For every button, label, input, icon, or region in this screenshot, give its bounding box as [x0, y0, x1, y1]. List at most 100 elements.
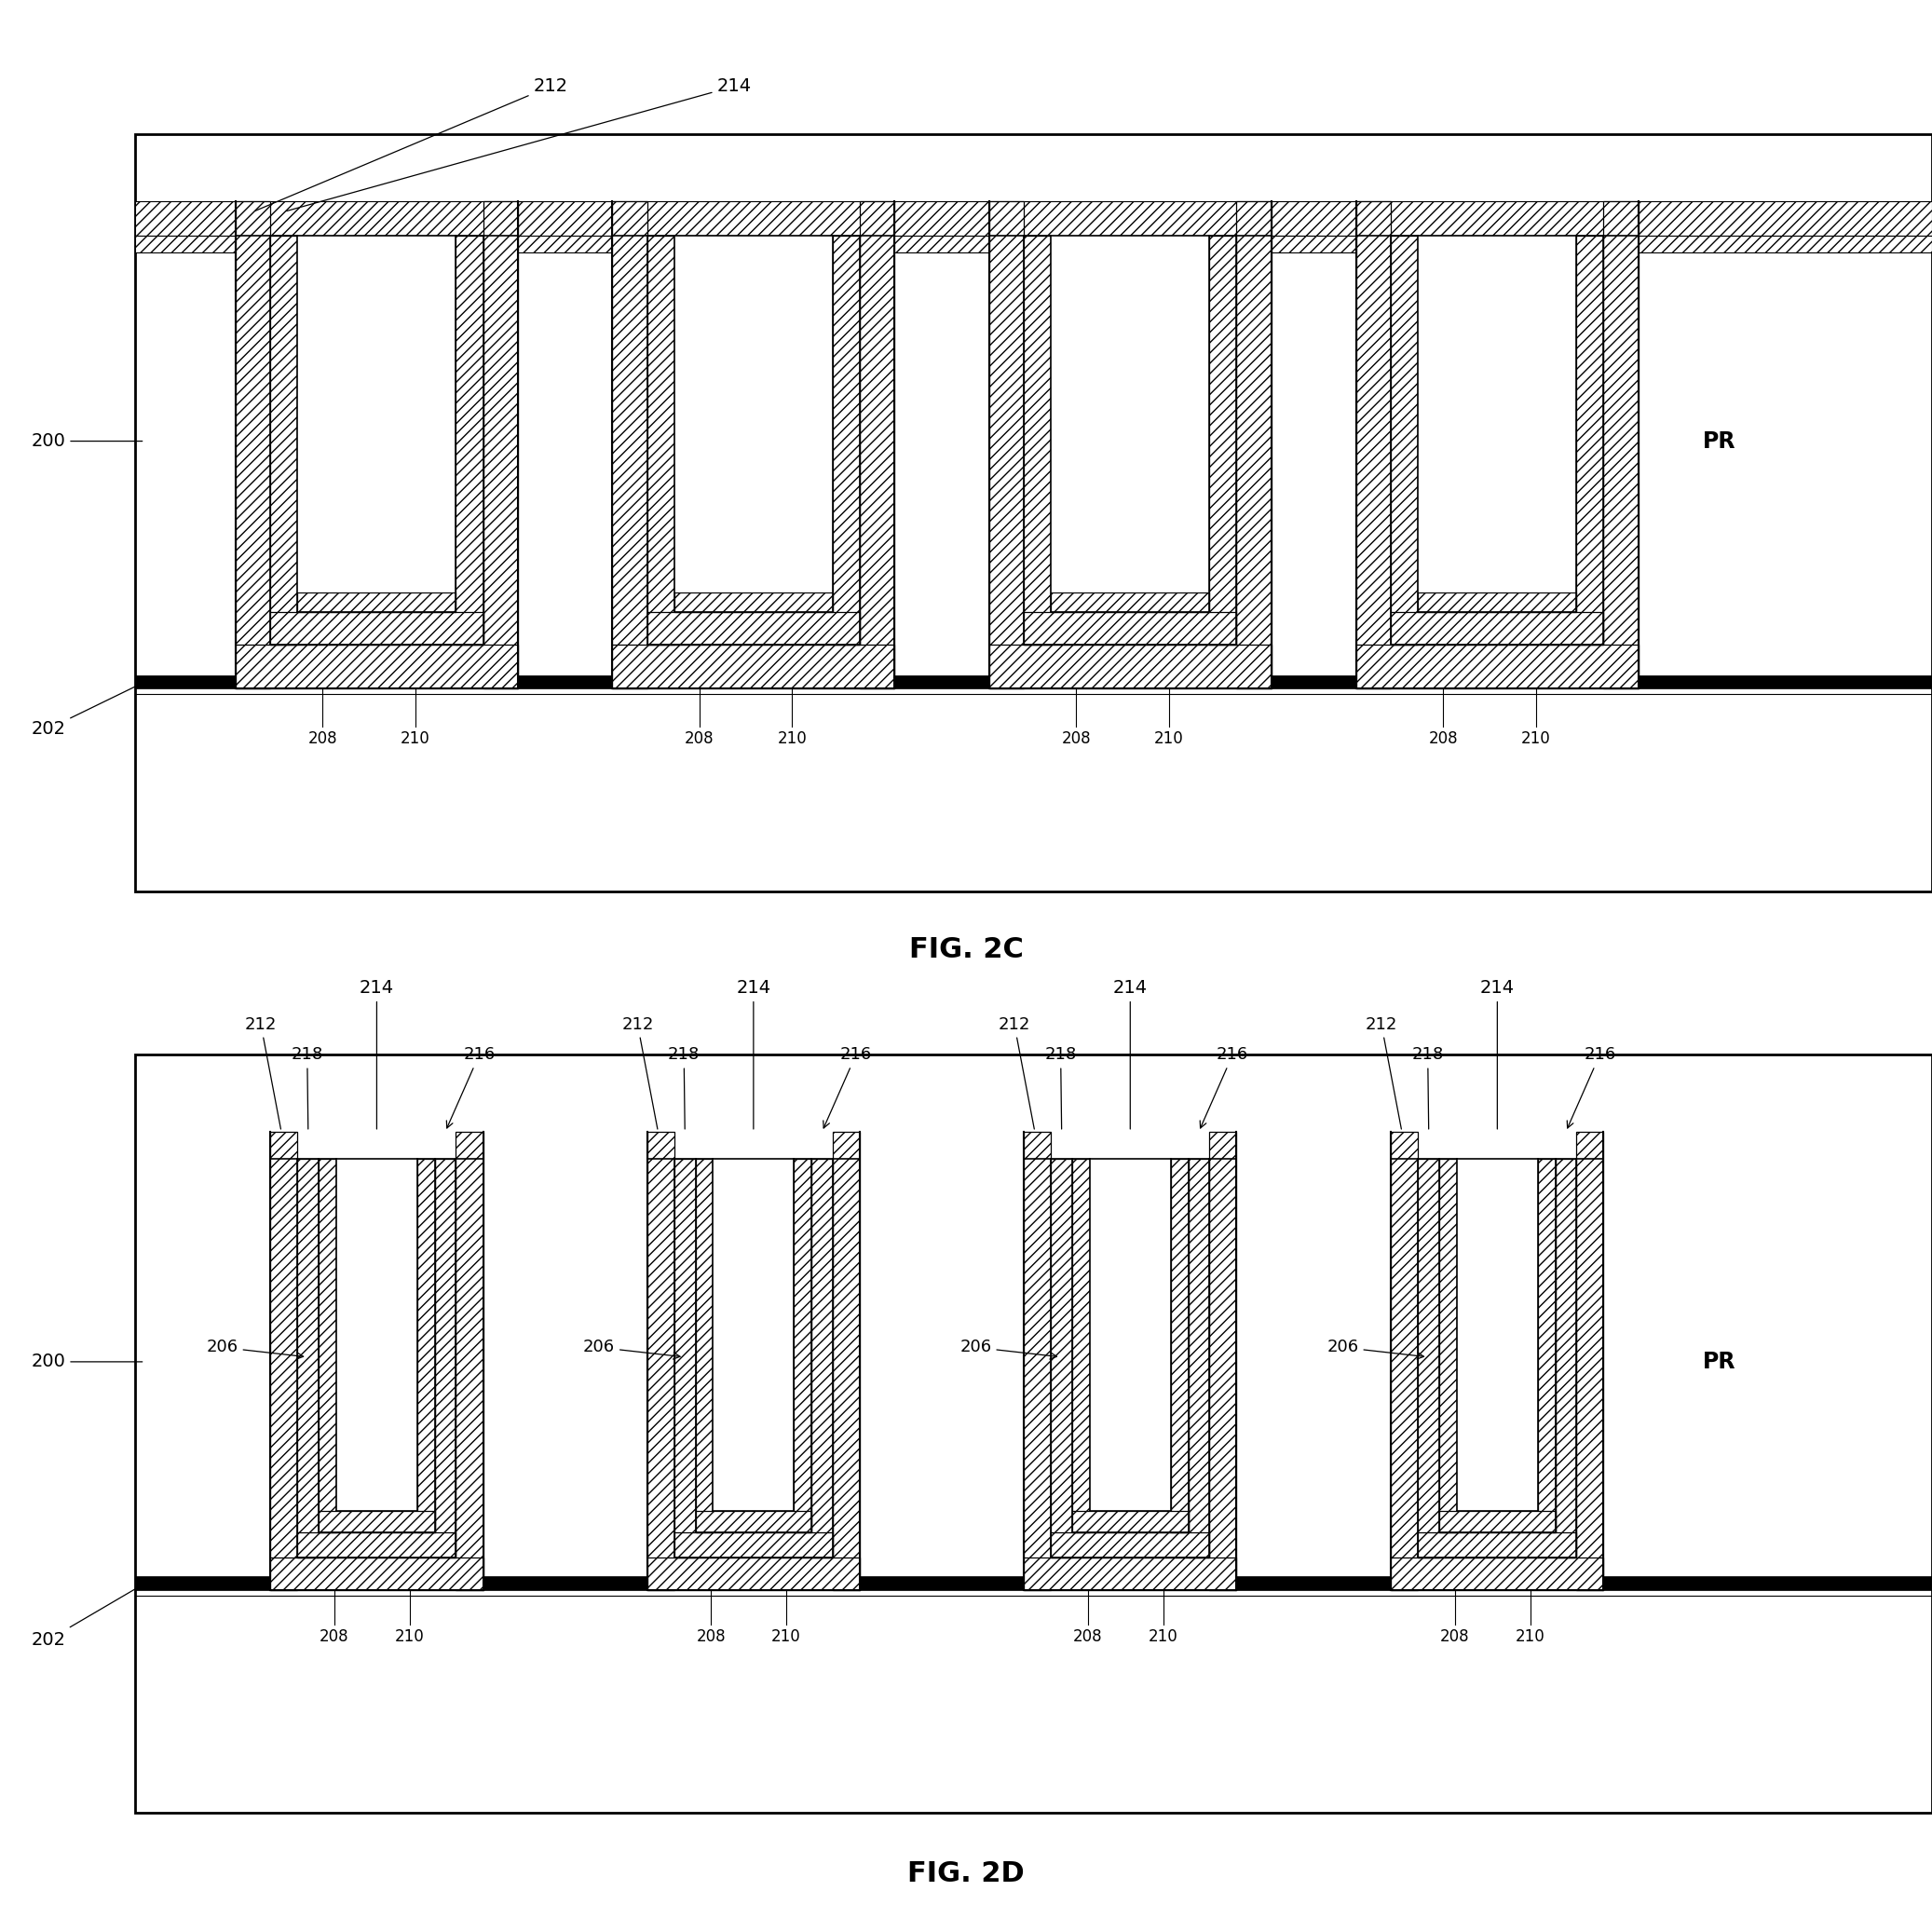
Text: FIG. 2C: FIG. 2C — [908, 936, 1024, 963]
Bar — [1188, 1158, 1209, 1557]
Text: PR: PR — [1702, 1350, 1737, 1373]
Text: 206: 206 — [960, 1339, 1057, 1360]
Bar — [1439, 1158, 1457, 1532]
Bar — [612, 644, 895, 689]
Bar — [811, 1158, 833, 1557]
Text: 200: 200 — [31, 432, 143, 451]
Text: 210: 210 — [1153, 731, 1184, 748]
Bar — [319, 1511, 435, 1532]
Bar — [1072, 1158, 1090, 1532]
Text: 202: 202 — [31, 1584, 143, 1649]
Bar — [435, 1158, 456, 1557]
Bar — [612, 201, 647, 689]
Bar — [647, 1557, 860, 1590]
Text: 212: 212 — [622, 1017, 657, 1130]
Text: 200: 200 — [31, 1352, 143, 1371]
Text: FIG. 2D: FIG. 2D — [908, 1860, 1024, 1887]
Text: 212: 212 — [245, 1017, 280, 1130]
Text: 208: 208 — [1439, 1628, 1470, 1646]
Bar — [1051, 1158, 1072, 1557]
Bar — [1209, 1132, 1236, 1590]
Bar — [1209, 236, 1236, 644]
Bar — [1024, 1557, 1236, 1590]
Text: 210: 210 — [1520, 731, 1551, 748]
Bar — [1577, 1132, 1604, 1590]
Bar — [674, 236, 833, 593]
Bar — [696, 1511, 811, 1532]
Bar — [298, 1532, 456, 1557]
Text: 210: 210 — [400, 731, 431, 748]
Bar — [483, 201, 518, 689]
Bar — [236, 644, 518, 689]
Bar — [1604, 201, 1638, 689]
Text: 202: 202 — [31, 683, 143, 738]
Bar — [236, 201, 270, 689]
Bar — [135, 236, 1932, 251]
Text: 214: 214 — [736, 978, 771, 1130]
Text: 218: 218 — [1045, 1047, 1076, 1130]
Bar — [298, 236, 456, 593]
Bar — [1538, 1158, 1555, 1532]
Bar — [456, 236, 483, 644]
Text: 206: 206 — [1327, 1339, 1424, 1360]
Bar — [135, 134, 1932, 892]
Text: 212: 212 — [255, 77, 568, 211]
Text: 214: 214 — [1480, 978, 1515, 1130]
Bar — [1024, 1132, 1051, 1590]
Bar — [989, 201, 1024, 689]
Bar — [1577, 236, 1604, 644]
Text: 218: 218 — [668, 1047, 699, 1130]
Bar — [1555, 1158, 1577, 1557]
Bar — [1090, 1158, 1171, 1511]
Text: 214: 214 — [286, 77, 752, 211]
Bar — [696, 1158, 713, 1532]
Bar — [1391, 236, 1418, 644]
Text: 208: 208 — [1072, 1628, 1103, 1646]
Bar — [1391, 1557, 1604, 1590]
Bar — [713, 1158, 794, 1511]
Bar — [647, 612, 860, 644]
Text: 216: 216 — [1200, 1047, 1248, 1128]
Bar — [1051, 1532, 1209, 1557]
Text: 210: 210 — [771, 1628, 802, 1646]
Text: 208: 208 — [1428, 731, 1459, 748]
Bar — [135, 1577, 1932, 1590]
Bar — [1072, 1511, 1188, 1532]
Text: 212: 212 — [1366, 1017, 1401, 1130]
Text: 214: 214 — [1113, 978, 1148, 1130]
Bar — [417, 1158, 435, 1532]
Bar — [1356, 201, 1391, 689]
Bar — [298, 593, 456, 612]
Bar — [833, 1132, 860, 1590]
Bar — [674, 593, 833, 612]
Bar — [1051, 236, 1209, 593]
Bar — [270, 1132, 298, 1590]
Text: 210: 210 — [1148, 1628, 1179, 1646]
Text: 216: 216 — [446, 1047, 495, 1128]
Bar — [1356, 644, 1638, 689]
Bar — [1024, 612, 1236, 644]
Bar — [1418, 1532, 1577, 1557]
Text: 216: 216 — [823, 1047, 871, 1128]
Bar — [1391, 612, 1604, 644]
Bar — [336, 1158, 417, 1511]
Bar — [1024, 236, 1051, 644]
Bar — [989, 644, 1271, 689]
Text: 208: 208 — [319, 1628, 350, 1646]
Text: 212: 212 — [999, 1017, 1034, 1130]
Bar — [794, 1158, 811, 1532]
Bar — [270, 1557, 483, 1590]
Bar — [270, 236, 298, 644]
Text: 208: 208 — [307, 731, 338, 748]
Bar — [1391, 1132, 1418, 1590]
Text: 208: 208 — [684, 731, 715, 748]
Text: 216: 216 — [1567, 1047, 1615, 1128]
Bar — [1418, 593, 1577, 612]
Text: 206: 206 — [583, 1339, 680, 1360]
Bar — [1418, 1158, 1439, 1557]
Bar — [456, 1132, 483, 1590]
Text: 214: 214 — [359, 978, 394, 1130]
Bar — [1051, 593, 1209, 612]
Bar — [860, 201, 895, 689]
Text: 206: 206 — [207, 1339, 303, 1360]
